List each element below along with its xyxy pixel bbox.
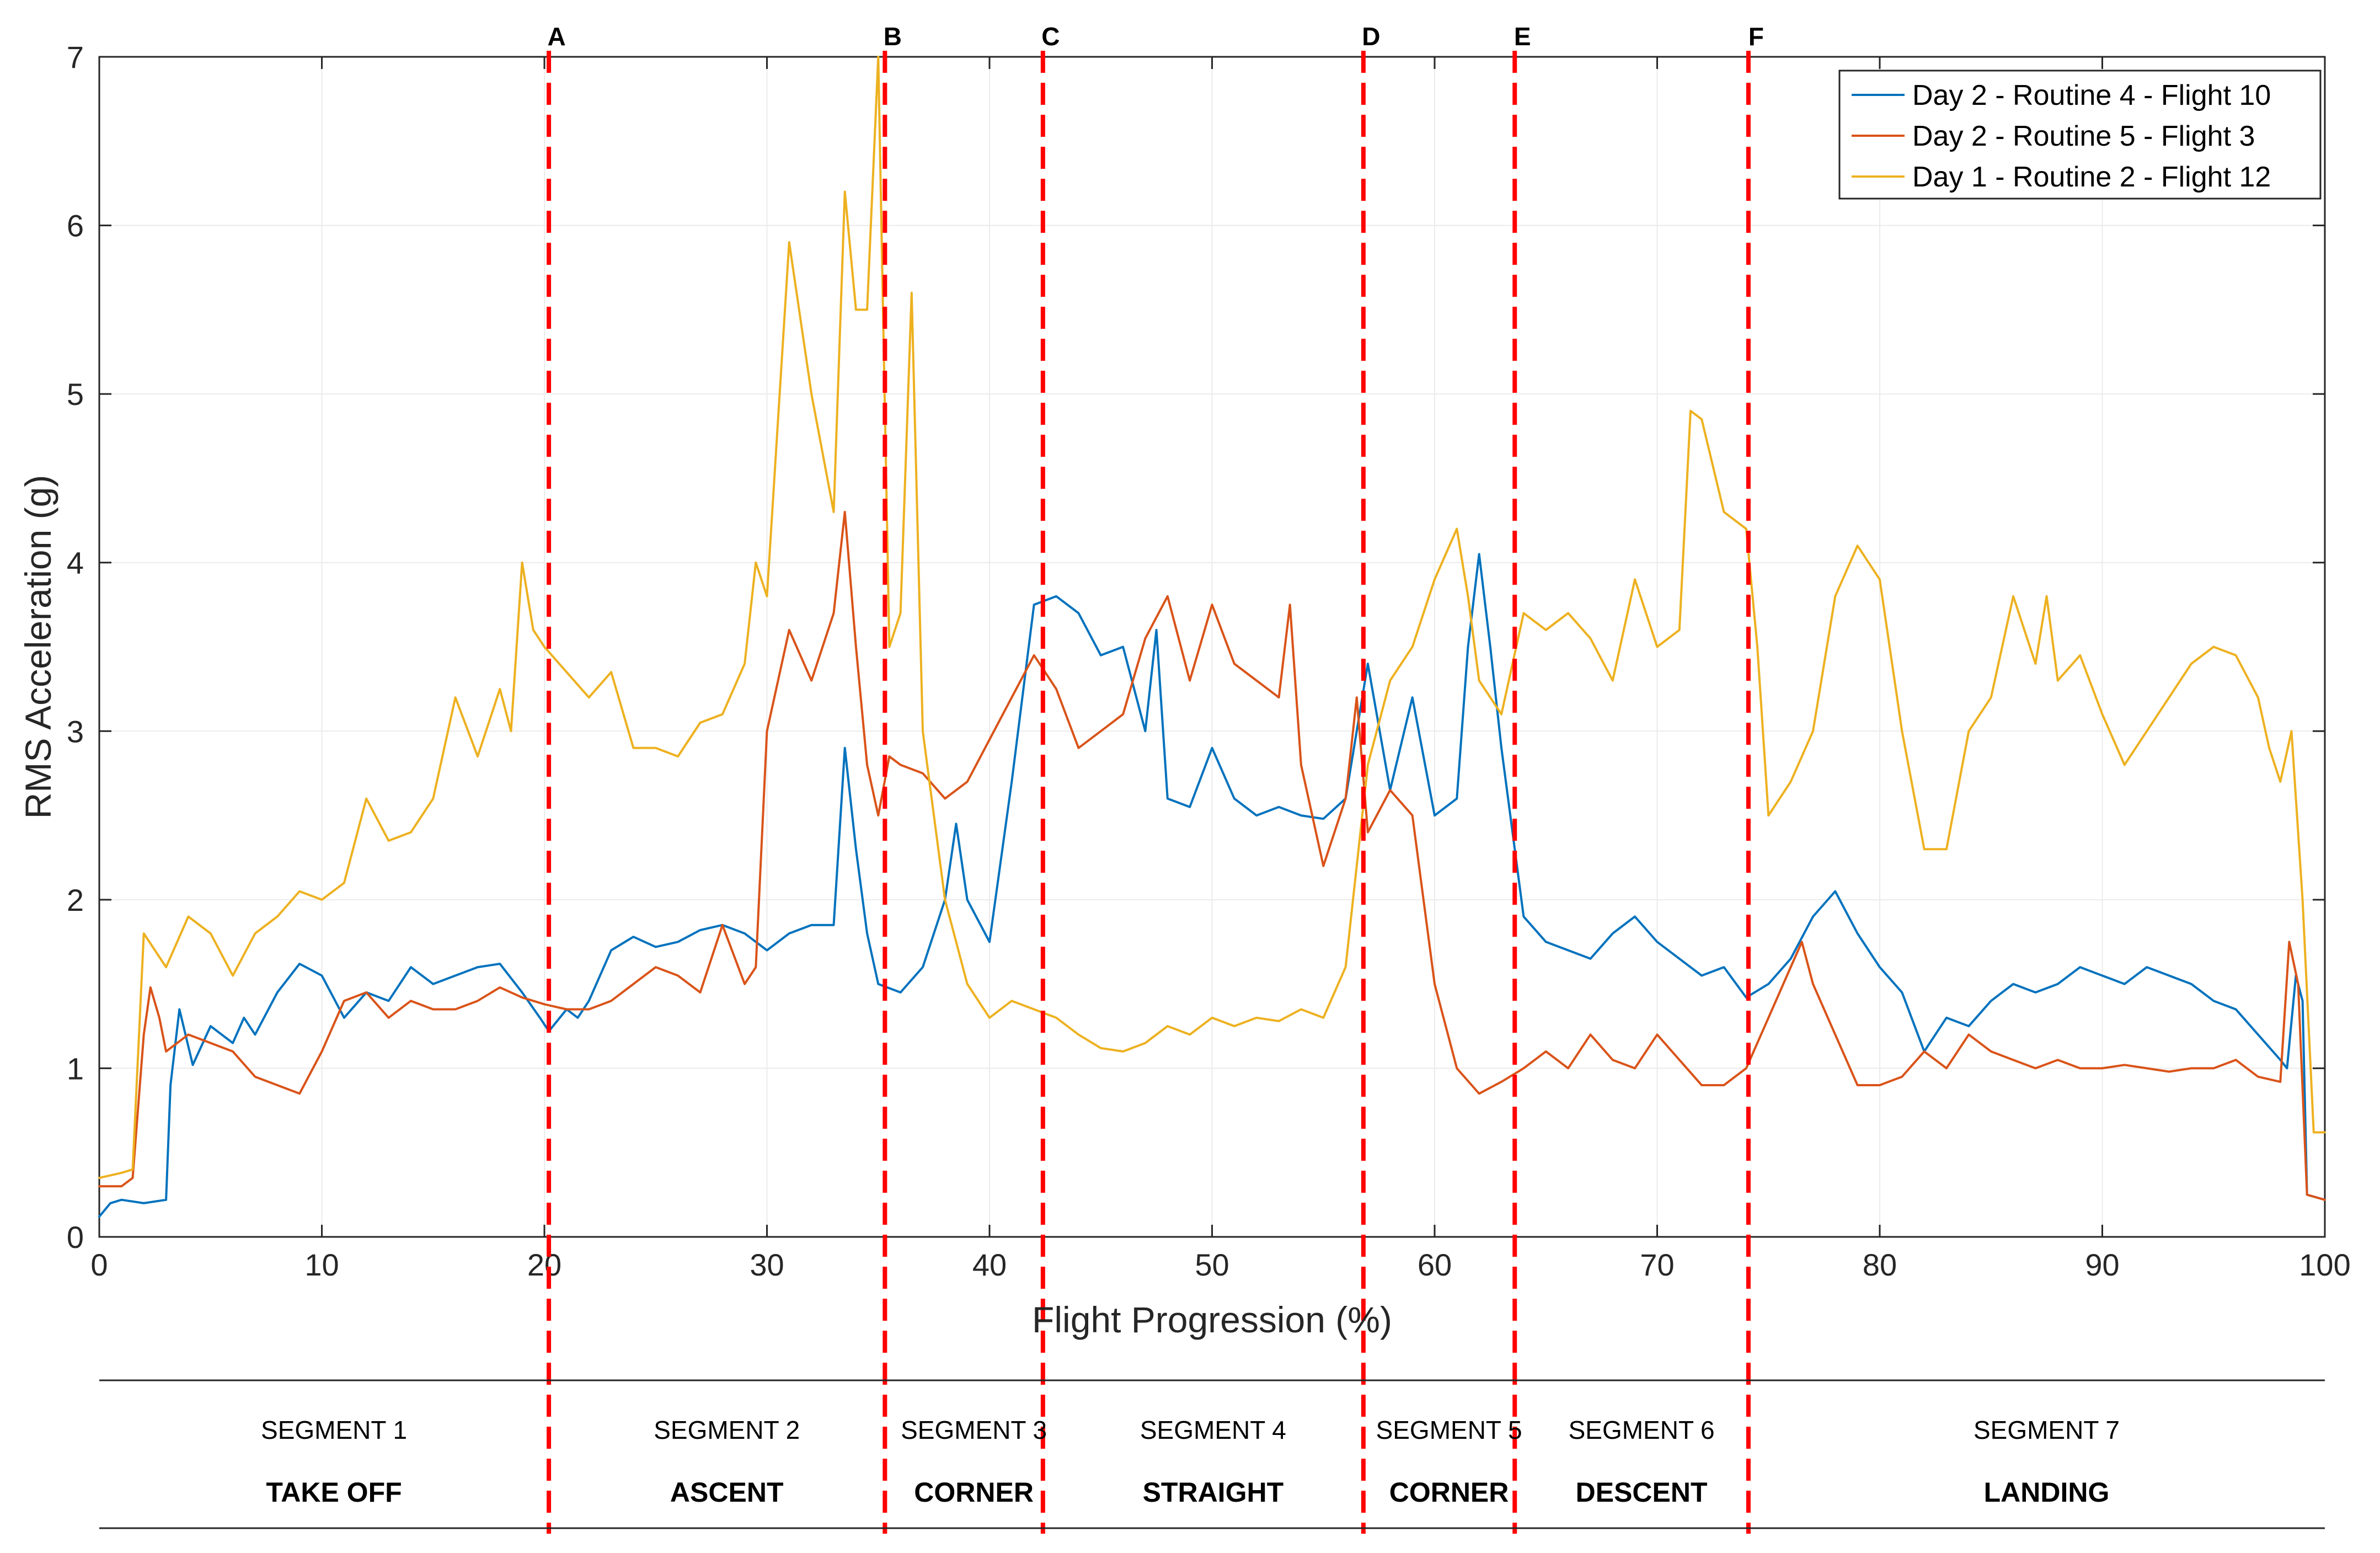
x-axis-title: Flight Progression (%)	[1032, 1299, 1392, 1340]
y-tick-label: 3	[67, 714, 84, 749]
x-tick-label: 100	[2299, 1247, 2350, 1282]
segment-name: SEGMENT 5	[1376, 1416, 1522, 1444]
event-marker-label: A	[547, 22, 565, 51]
series-line-3	[98, 56, 2326, 1180]
series-line-1	[98, 553, 2326, 1218]
segment-phase: DESCENT	[1576, 1477, 1708, 1508]
y-tick-label: 6	[67, 209, 84, 243]
x-tick-label: 90	[2085, 1247, 2119, 1282]
x-tick-label: 30	[750, 1247, 784, 1282]
segment-name: SEGMENT 4	[1140, 1416, 1286, 1444]
segment-phase: TAKE OFF	[266, 1477, 402, 1508]
legend: Day 2 - Routine 4 - Flight 10 Day 2 - Rou…	[1838, 70, 2322, 200]
y-tick-label: 1	[67, 1051, 84, 1086]
y-tick-label: 4	[67, 546, 84, 580]
segment-name: SEGMENT 6	[1569, 1416, 1715, 1444]
x-tick-label: 40	[972, 1247, 1007, 1282]
x-tick-label: 80	[1863, 1247, 1897, 1282]
y-tick-label: 2	[67, 883, 84, 917]
segment-phase: LANDING	[1984, 1477, 2110, 1508]
legend-box	[1838, 70, 2322, 200]
axis-ticks: 0 10 20 30 40 50 60 70 80 90 100 0 1 2 3 4 5 6 7	[67, 40, 2351, 1282]
x-tick-label: 0	[90, 1247, 108, 1282]
x-tick-label: 50	[1195, 1247, 1229, 1282]
segment-name: SEGMENT 1	[261, 1416, 407, 1444]
segment-phase: CORNER	[1389, 1477, 1509, 1508]
series-lines	[98, 56, 2326, 1218]
x-tick-label: 70	[1640, 1247, 1674, 1282]
y-tick-label: 5	[67, 377, 84, 412]
event-marker-label: F	[1748, 22, 1764, 51]
event-marker-label: E	[1514, 22, 1531, 51]
segment-phase: CORNER	[914, 1477, 1034, 1508]
series-line-2	[98, 511, 2326, 1201]
segment-name: SEGMENT 7	[1973, 1416, 2120, 1444]
segment-phase: ASCENT	[670, 1477, 784, 1508]
legend-entry: Day 1 - Routine 2 - Flight 12	[1912, 161, 2271, 193]
segment-name: SEGMENT 2	[654, 1416, 800, 1444]
legend-entry: Day 2 - Routine 5 - Flight 3	[1912, 120, 2255, 152]
x-tick-label: 10	[304, 1247, 339, 1282]
y-axis-title: RMS Acceleration (g)	[18, 475, 58, 819]
y-tick-label: 7	[67, 40, 84, 74]
segment-phase: STRAIGHT	[1143, 1477, 1284, 1508]
segment-name: SEGMENT 3	[901, 1416, 1047, 1444]
grid-lines	[99, 57, 2325, 1237]
legend-entry: Day 2 - Routine 4 - Flight 10	[1912, 79, 2271, 111]
segment-table: SEGMENT 1 TAKE OFF SEGMENT 2 ASCENT SEGMENT …	[99, 1379, 2325, 1529]
event-marker-label: D	[1362, 22, 1380, 51]
x-tick-label: 20	[527, 1247, 561, 1282]
event-marker-label: C	[1041, 22, 1060, 51]
event-markers: A B C D E F	[547, 22, 1764, 1534]
y-tick-label: 0	[67, 1220, 84, 1255]
x-tick-label: 60	[1418, 1247, 1452, 1282]
event-marker-label: B	[884, 22, 902, 51]
